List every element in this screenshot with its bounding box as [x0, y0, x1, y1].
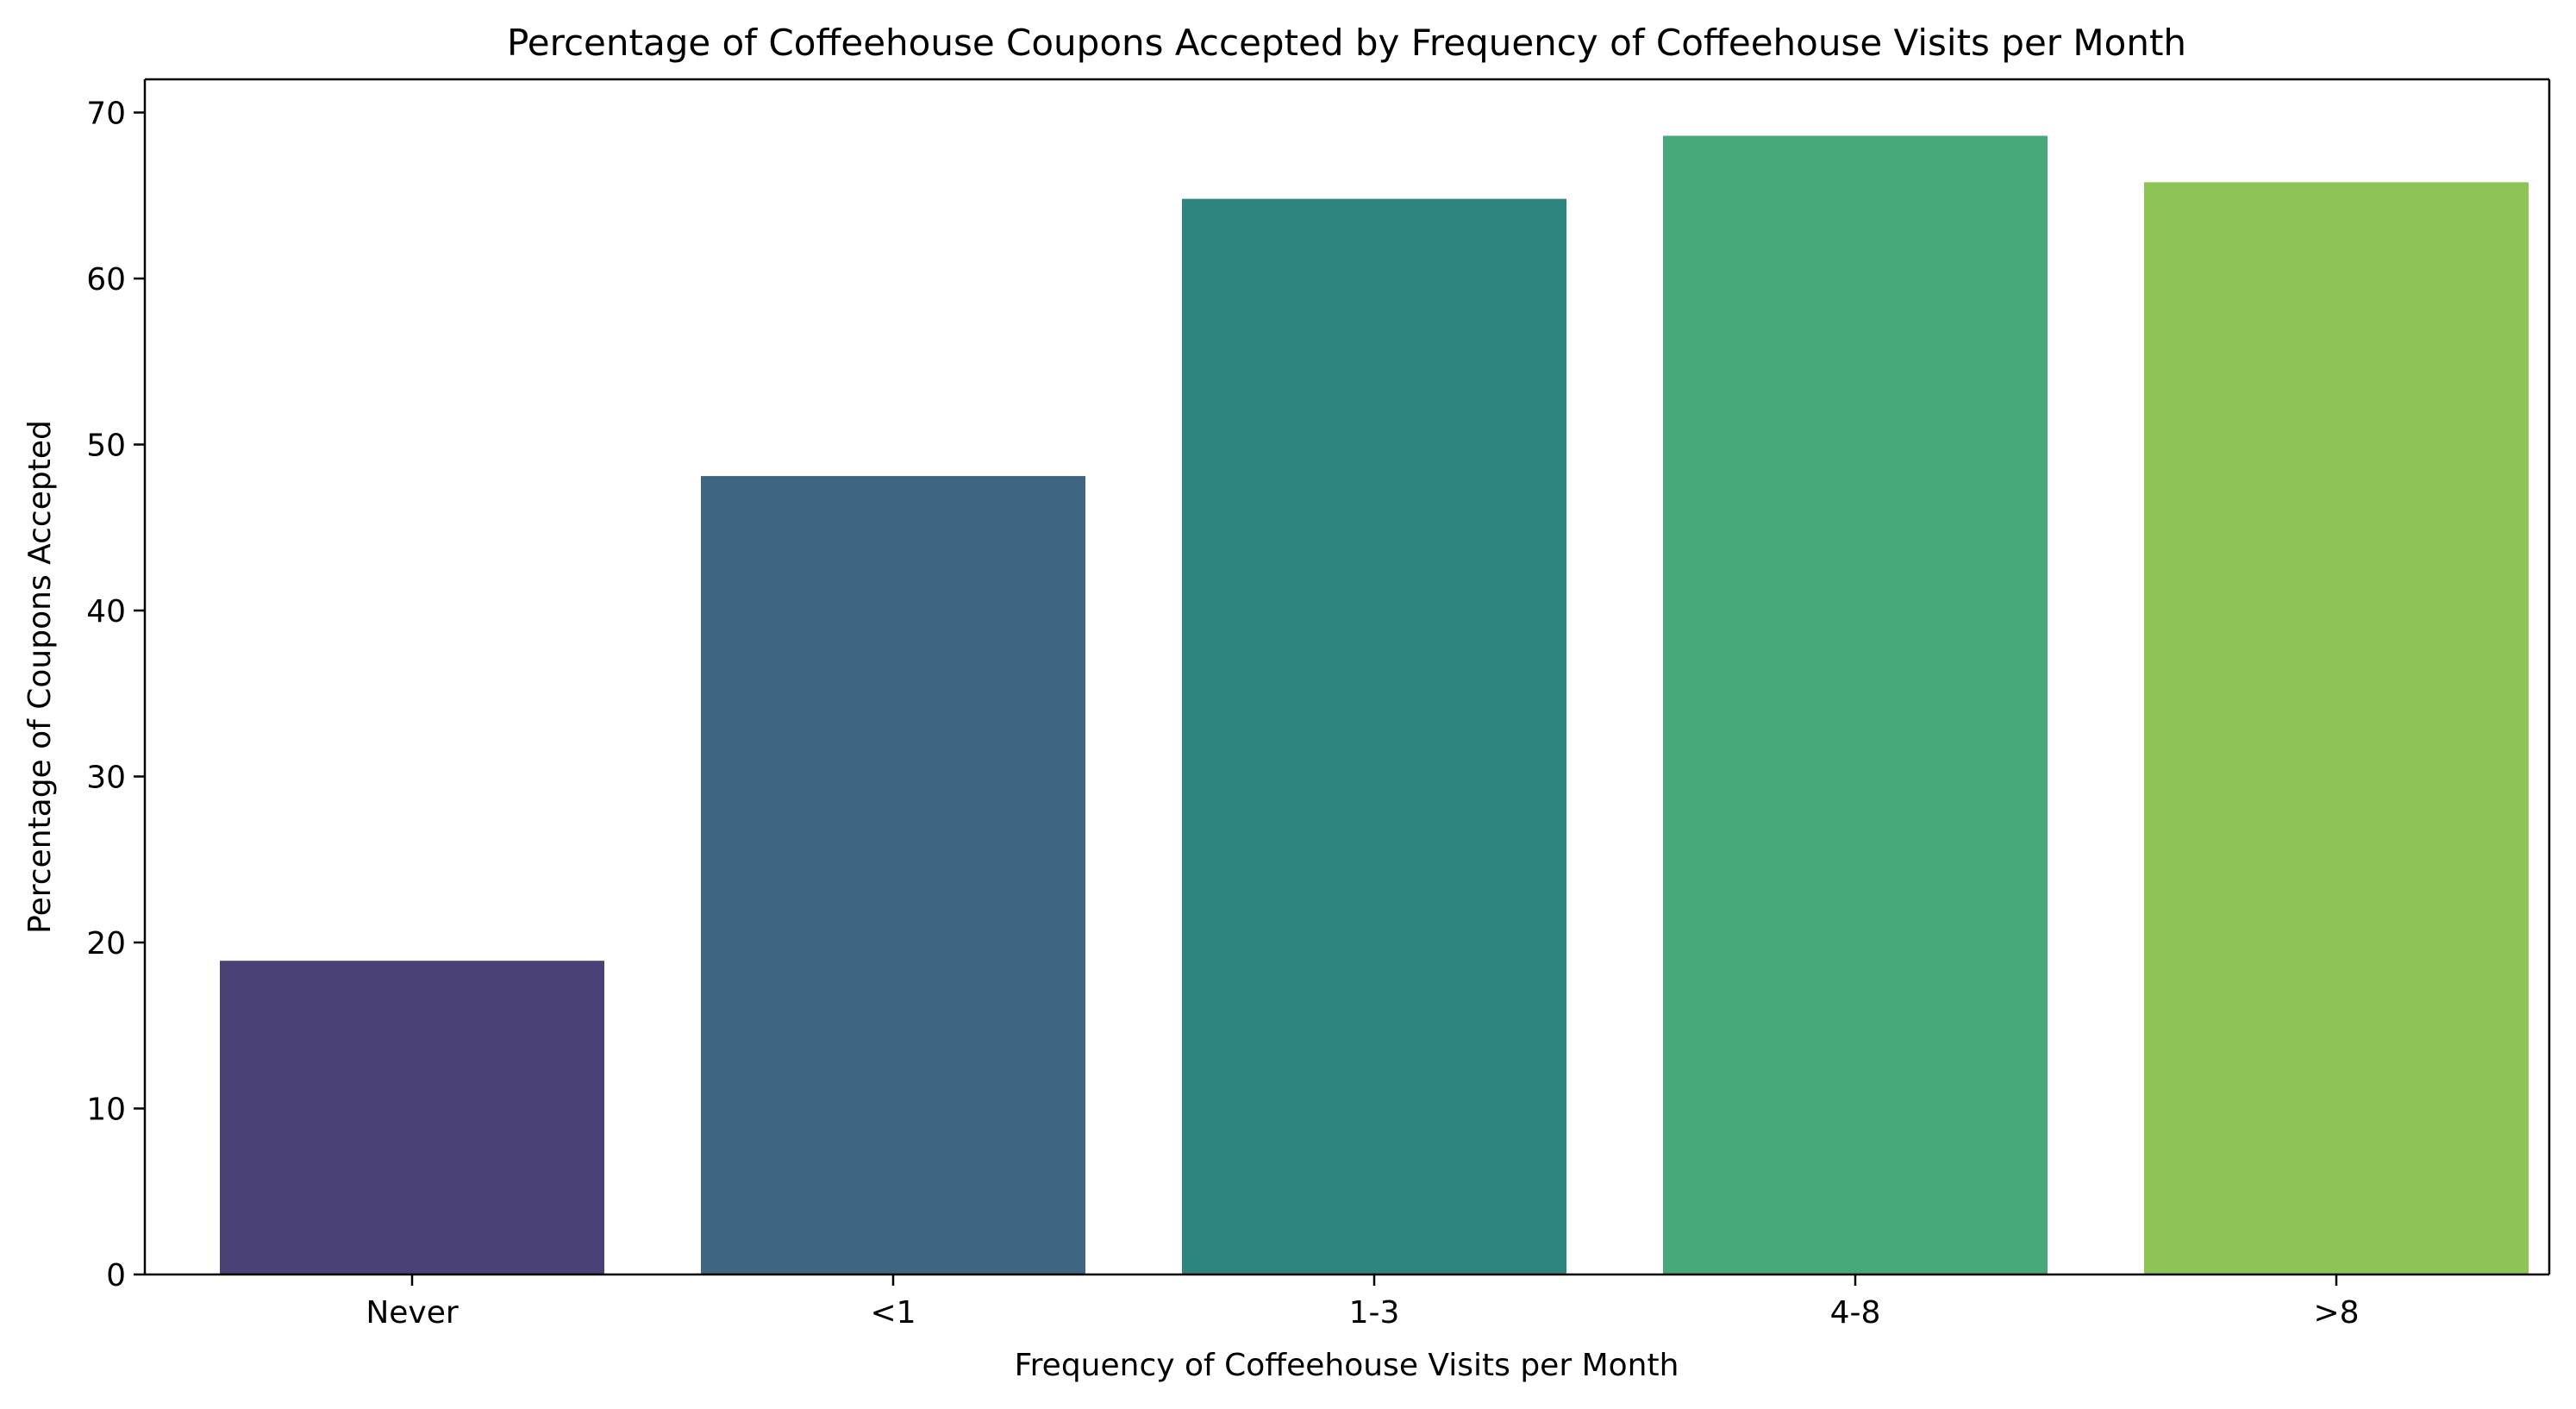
x-axis-label: Frequency of Coffeehouse Visits per Mont… — [1015, 1348, 1679, 1383]
chart-title: Percentage of Coffeehouse Coupons Accept… — [507, 22, 2186, 64]
x-tick-label: >8 — [2313, 1295, 2359, 1331]
y-axis-ticks: 0 10 20 30 40 50 60 70 — [86, 97, 145, 1293]
y-tick-label: 40 — [86, 594, 126, 629]
y-tick-label: 30 — [86, 761, 126, 796]
y-tick-label: 10 — [86, 1093, 126, 1128]
bar-4 — [2144, 182, 2529, 1275]
y-tick-label: 70 — [86, 97, 126, 132]
bar-2 — [1182, 198, 1566, 1275]
x-tick-label: 4-8 — [1830, 1295, 1881, 1331]
y-tick-label: 60 — [86, 262, 126, 297]
bar-1 — [701, 476, 1085, 1274]
y-tick-label: 20 — [86, 926, 126, 961]
x-tick-label: <1 — [870, 1295, 916, 1331]
x-tick-label: Never — [366, 1295, 459, 1331]
y-tick-label: 50 — [86, 429, 126, 464]
bar-3 — [1663, 135, 2048, 1275]
y-tick-label: 0 — [106, 1258, 126, 1293]
y-axis-label: Percentage of Coupons Accepted — [22, 420, 58, 934]
bars-layer — [220, 135, 2529, 1275]
x-axis-ticks: Never <1 1-3 4-8 >8 — [366, 1274, 2360, 1331]
x-tick-label: 1-3 — [1349, 1295, 1400, 1331]
bar-0 — [220, 961, 604, 1274]
axes-frame — [143, 78, 2551, 1276]
